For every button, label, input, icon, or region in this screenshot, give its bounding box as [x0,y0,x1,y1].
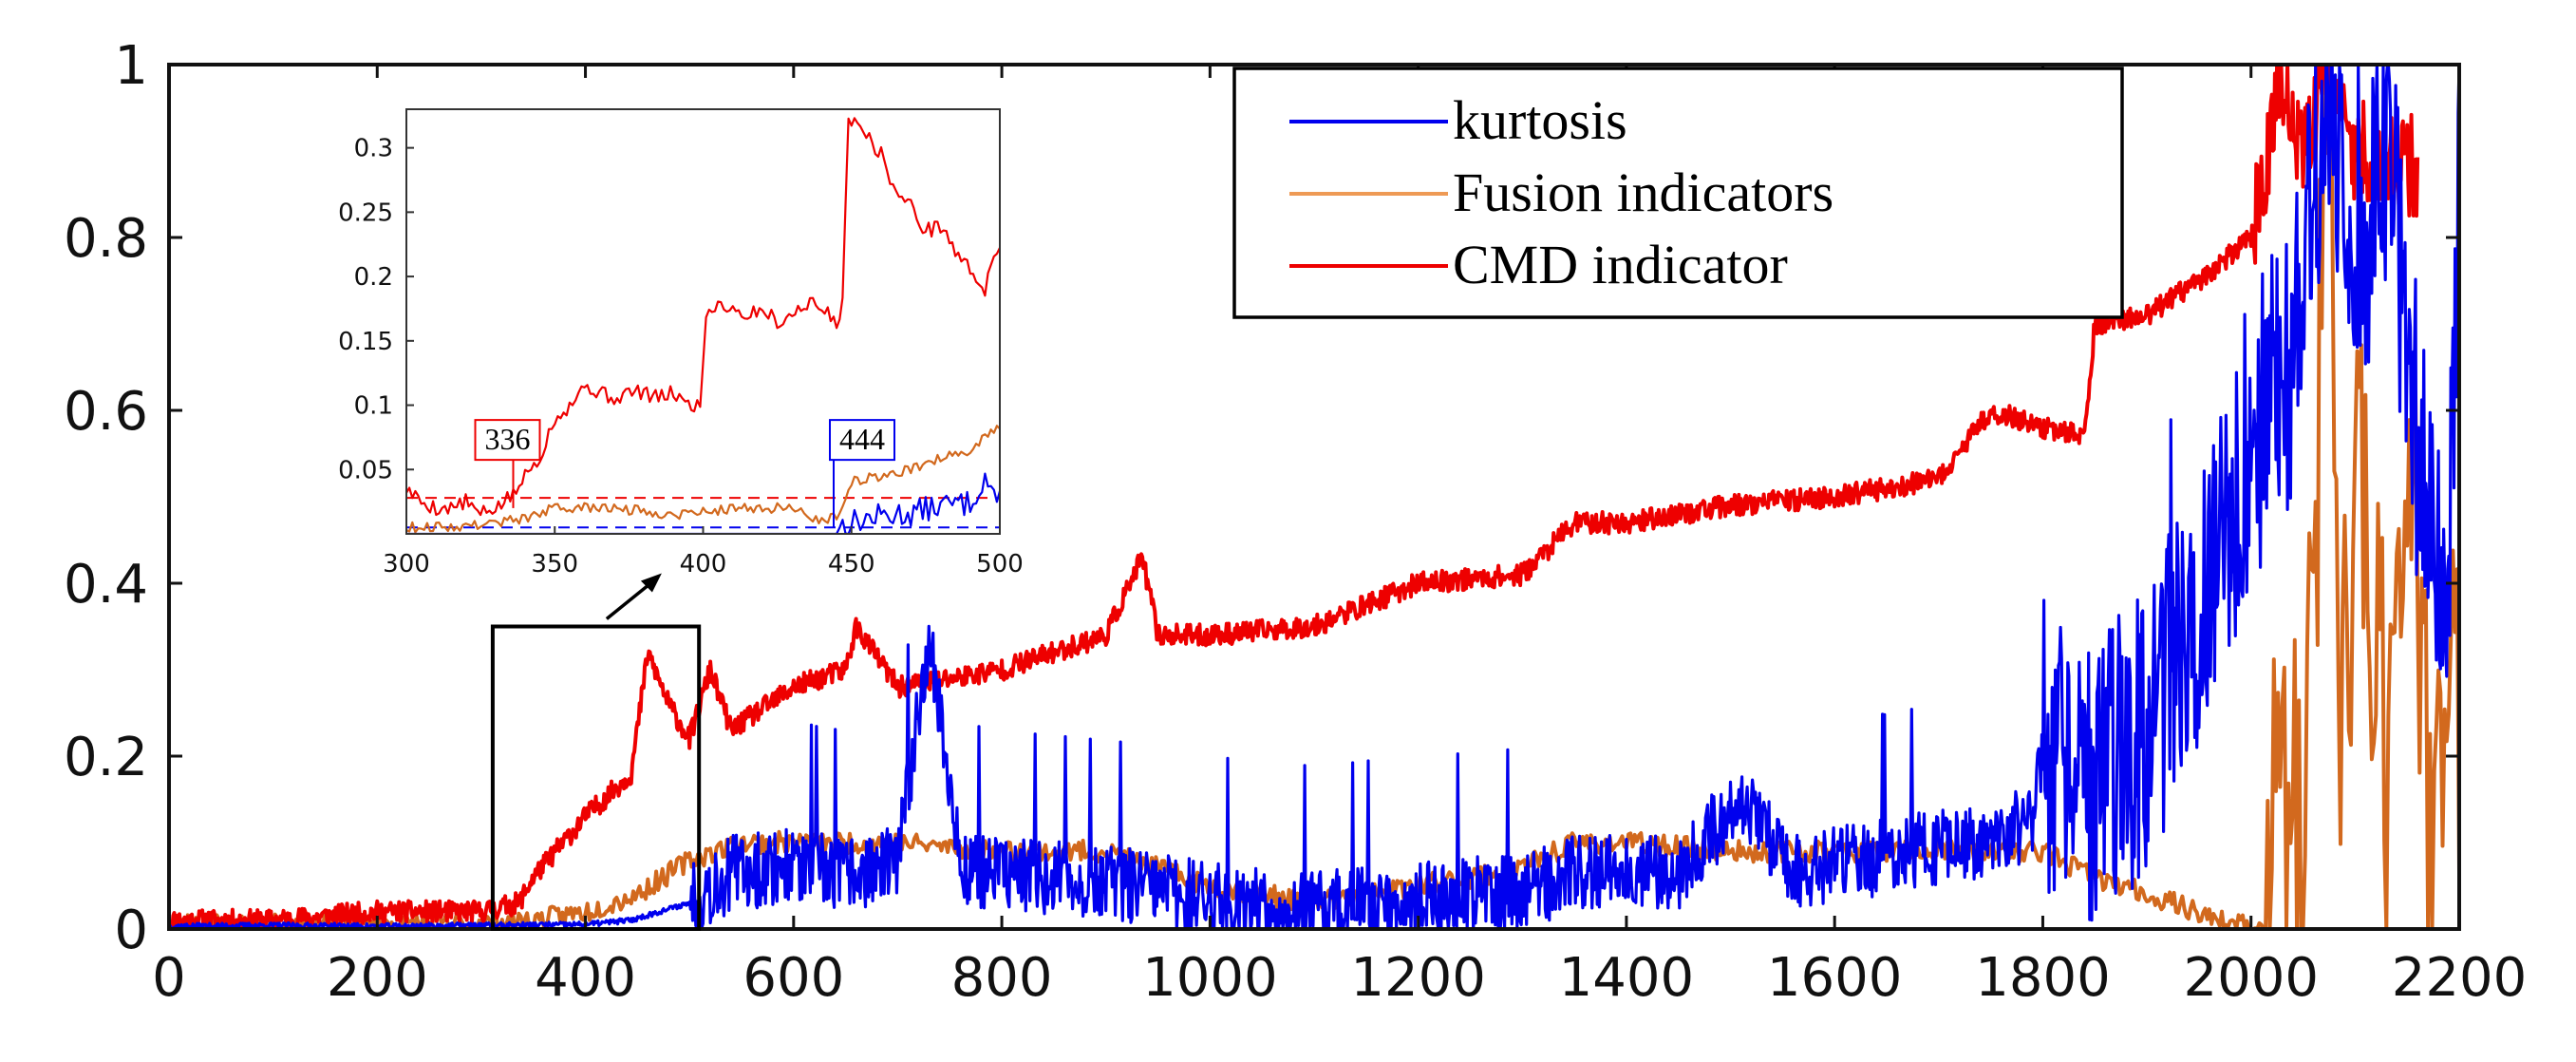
inset-y-tick-label: 0.15 [338,328,393,356]
y-tick-label: 0.8 [64,208,148,270]
zoom-region-box [490,573,702,931]
callout-label-444: 444 [839,422,885,456]
callout-box-444 [829,419,895,462]
inset-y-tick-label: 0.3 [354,135,393,163]
inset-x-tick-label: 450 [828,550,875,578]
y-tick-label: 0.4 [64,554,148,616]
x-tick-label: 1200 [1350,947,1486,1009]
series-line-kurtosis [169,63,2459,931]
inset-y-tick-label: 0.1 [354,392,393,421]
y-tick-label: 0.2 [64,727,148,788]
legend-label-fusion-indicators: Fusion indicators [1453,161,1833,223]
inset-x-tick-label: 350 [531,550,578,578]
inset-y-tick-label: 0.05 [338,456,393,484]
main-series-layer [169,63,2459,931]
x-tick-label: 2000 [2183,947,2319,1009]
inset-x-tick-label: 400 [680,550,727,578]
x-tick-label: 0 [152,947,186,1009]
x-tick-label: 1400 [1559,947,1695,1009]
y-tick-label: 1 [114,35,148,97]
zoom-arrow-head [640,573,662,593]
series-line-cmd-indicator [169,63,2420,931]
zoom-rectangle [490,624,702,931]
main-axes-frame [167,63,2461,931]
x-tick-label: 200 [327,947,428,1009]
main-plot: 0 200 400 600 800 1000 1200 1400 1600 1800 2000 220… [64,35,2527,1009]
inset-y-tick-label: 0.2 [354,263,393,292]
inset-x-tick-label: 500 [976,550,1024,578]
inset-background [406,109,1000,534]
callout-box-336 [474,419,541,462]
legend: kurtosis Fusion indicators CMD indicator [1232,66,2124,319]
x-tick-label: 1000 [1142,947,1278,1009]
inset-series-line-cmd-indicator [406,117,1000,517]
x-tick-label: 400 [535,947,636,1009]
x-tick-label: 800 [951,947,1053,1009]
inset-series-line-fusion-indicators [406,425,1000,534]
x-tick-label: 1800 [1975,947,2111,1009]
legend-label-cmd-indicator: CMD indicator [1453,234,1788,295]
inset-plot: 300 350 400 450 500 0.05 0.1 0.15 0.2 0.25 0.3 336 4… [338,108,1024,578]
inset-series-layer [406,117,1000,534]
callout-label-336: 336 [485,422,531,456]
y-tick-label: 0.6 [64,381,148,443]
inset-y-tick-label: 0.25 [338,199,393,227]
x-tick-label: 2200 [2392,947,2528,1009]
x-tick-label: 600 [743,947,844,1009]
inset-x-tick-label: 300 [383,550,430,578]
x-tick-label: 1600 [1767,947,1903,1009]
inset-series-line-kurtosis [406,472,1000,534]
y-tick-label: 0 [114,900,148,961]
legend-label-kurtosis: kurtosis [1453,89,1627,151]
